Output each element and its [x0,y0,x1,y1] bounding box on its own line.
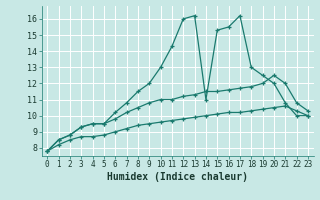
X-axis label: Humidex (Indice chaleur): Humidex (Indice chaleur) [107,172,248,182]
